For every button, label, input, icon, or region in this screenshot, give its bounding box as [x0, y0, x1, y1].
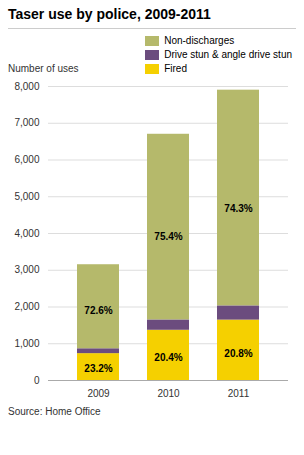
html-text:Non-discharges: Non-discharges	[164, 35, 235, 46]
html-text:Source: Home Office: Source: Home Office	[8, 406, 101, 417]
svg-text:2009: 2009	[87, 388, 110, 399]
svg-text:2010: 2010	[157, 388, 180, 399]
svg-text:2,000: 2,000	[14, 301, 39, 312]
svg-text:4,000: 4,000	[14, 228, 39, 239]
svg-text:74.3%: 74.3%	[224, 203, 252, 214]
svg-text:5,000: 5,000	[14, 191, 39, 202]
svg-text:75.4%: 75.4%	[154, 231, 182, 242]
svg-text:6,000: 6,000	[14, 154, 39, 165]
html-text:Drive stun & angle drive stun: Drive stun & angle drive stun	[164, 49, 292, 60]
svg-text:1,000: 1,000	[14, 338, 39, 349]
svg-text:0: 0	[34, 375, 40, 386]
svg-text:72.6%: 72.6%	[84, 305, 112, 316]
html-text:Fired: Fired	[164, 63, 187, 74]
html-text:Taser use by police, 2009-2011: Taser use by police, 2009-2011	[8, 6, 211, 22]
html-text:Number of uses: Number of uses	[8, 63, 79, 74]
svg-text:2011: 2011	[228, 388, 250, 399]
svg-text:3,000: 3,000	[14, 264, 39, 275]
svg-text:7,000: 7,000	[14, 117, 39, 128]
svg-text:20.4%: 20.4%	[154, 352, 182, 363]
svg-text:20.8%: 20.8%	[224, 348, 252, 359]
svg-text:23.2%: 23.2%	[84, 363, 112, 374]
svg-text:8,000: 8,000	[14, 81, 39, 92]
